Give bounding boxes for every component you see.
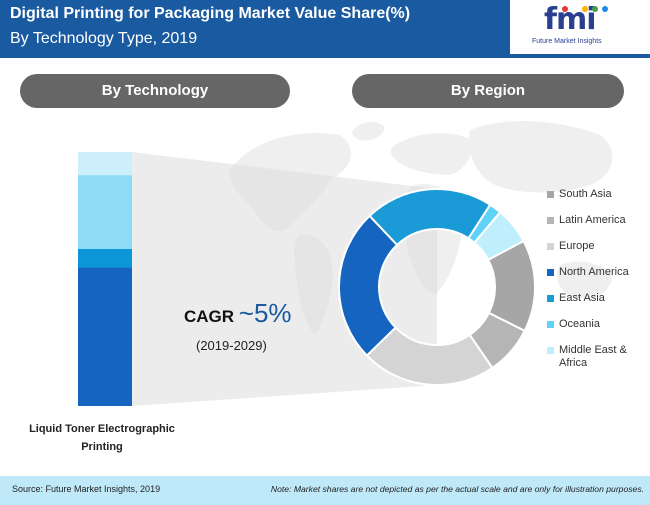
bar-segment-3	[78, 175, 132, 249]
section-label-technology: By Technology	[20, 74, 290, 108]
fmi-logo: fmi Future Market Insights	[510, 0, 650, 54]
legend-label: Middle East & Africa	[559, 344, 627, 369]
bar-segment-1	[78, 267, 132, 406]
logo-dot-icon	[592, 6, 598, 12]
bar-segment-4	[78, 152, 132, 176]
cagr-value: ~5%	[238, 298, 292, 328]
chart-title: Digital Printing for Packaging Market Va…	[10, 5, 411, 22]
legend-swatch	[547, 321, 554, 328]
legend-item: Latin America	[547, 214, 647, 227]
cagr-annotation: CAGR ~5%	[184, 298, 292, 329]
bar-segment-2	[78, 248, 132, 268]
chart-subtitle: By Technology Type, 2019	[10, 30, 198, 47]
legend-label: South Asia	[559, 188, 612, 200]
cagr-label: CAGR	[184, 307, 239, 326]
legend-swatch	[547, 217, 554, 224]
logo-tagline: Future Market Insights	[532, 38, 602, 45]
legend-swatch	[547, 243, 554, 250]
footer-source: Source: Future Market Insights, 2019	[12, 484, 161, 494]
section-label-region: By Region	[352, 74, 624, 108]
logo-dot-icon	[582, 6, 588, 12]
footer-note: Note: Market shares are not depicted as …	[270, 484, 644, 494]
legend-label: East Asia	[559, 292, 605, 304]
bar-category-label: Liquid Toner Electrographic Printing	[29, 423, 175, 453]
legend-label: Latin America	[559, 214, 626, 226]
legend-label: Oceania	[559, 318, 600, 330]
legend-item: North America	[547, 266, 647, 279]
legend-label: North America	[559, 266, 629, 278]
legend-label: Europe	[559, 240, 595, 252]
cagr-period: (2019-2029)	[196, 338, 267, 353]
technology-stacked-bar	[78, 152, 132, 406]
logo-dot-icon	[602, 6, 608, 12]
legend-item: South Asia	[547, 188, 647, 201]
legend-item: Oceania	[547, 318, 647, 331]
legend-item: Europe	[547, 240, 647, 253]
legend-swatch	[547, 295, 554, 302]
legend-swatch	[547, 347, 554, 354]
legend-swatch	[547, 269, 554, 276]
region-donut-chart	[338, 188, 536, 386]
region-legend: South Asia Latin America Europe North Ameri…	[547, 188, 647, 383]
legend-swatch	[547, 191, 554, 198]
donut-slice-middle-east-africa	[473, 210, 525, 262]
footer-bar: Source: Future Market Insights, 2019 Not…	[0, 476, 650, 505]
header-banner: Digital Printing for Packaging Market Va…	[0, 0, 650, 58]
legend-item: East Asia	[547, 292, 647, 305]
legend-item: Middle East & Africa	[547, 344, 647, 370]
logo-dot-icon	[562, 6, 568, 12]
